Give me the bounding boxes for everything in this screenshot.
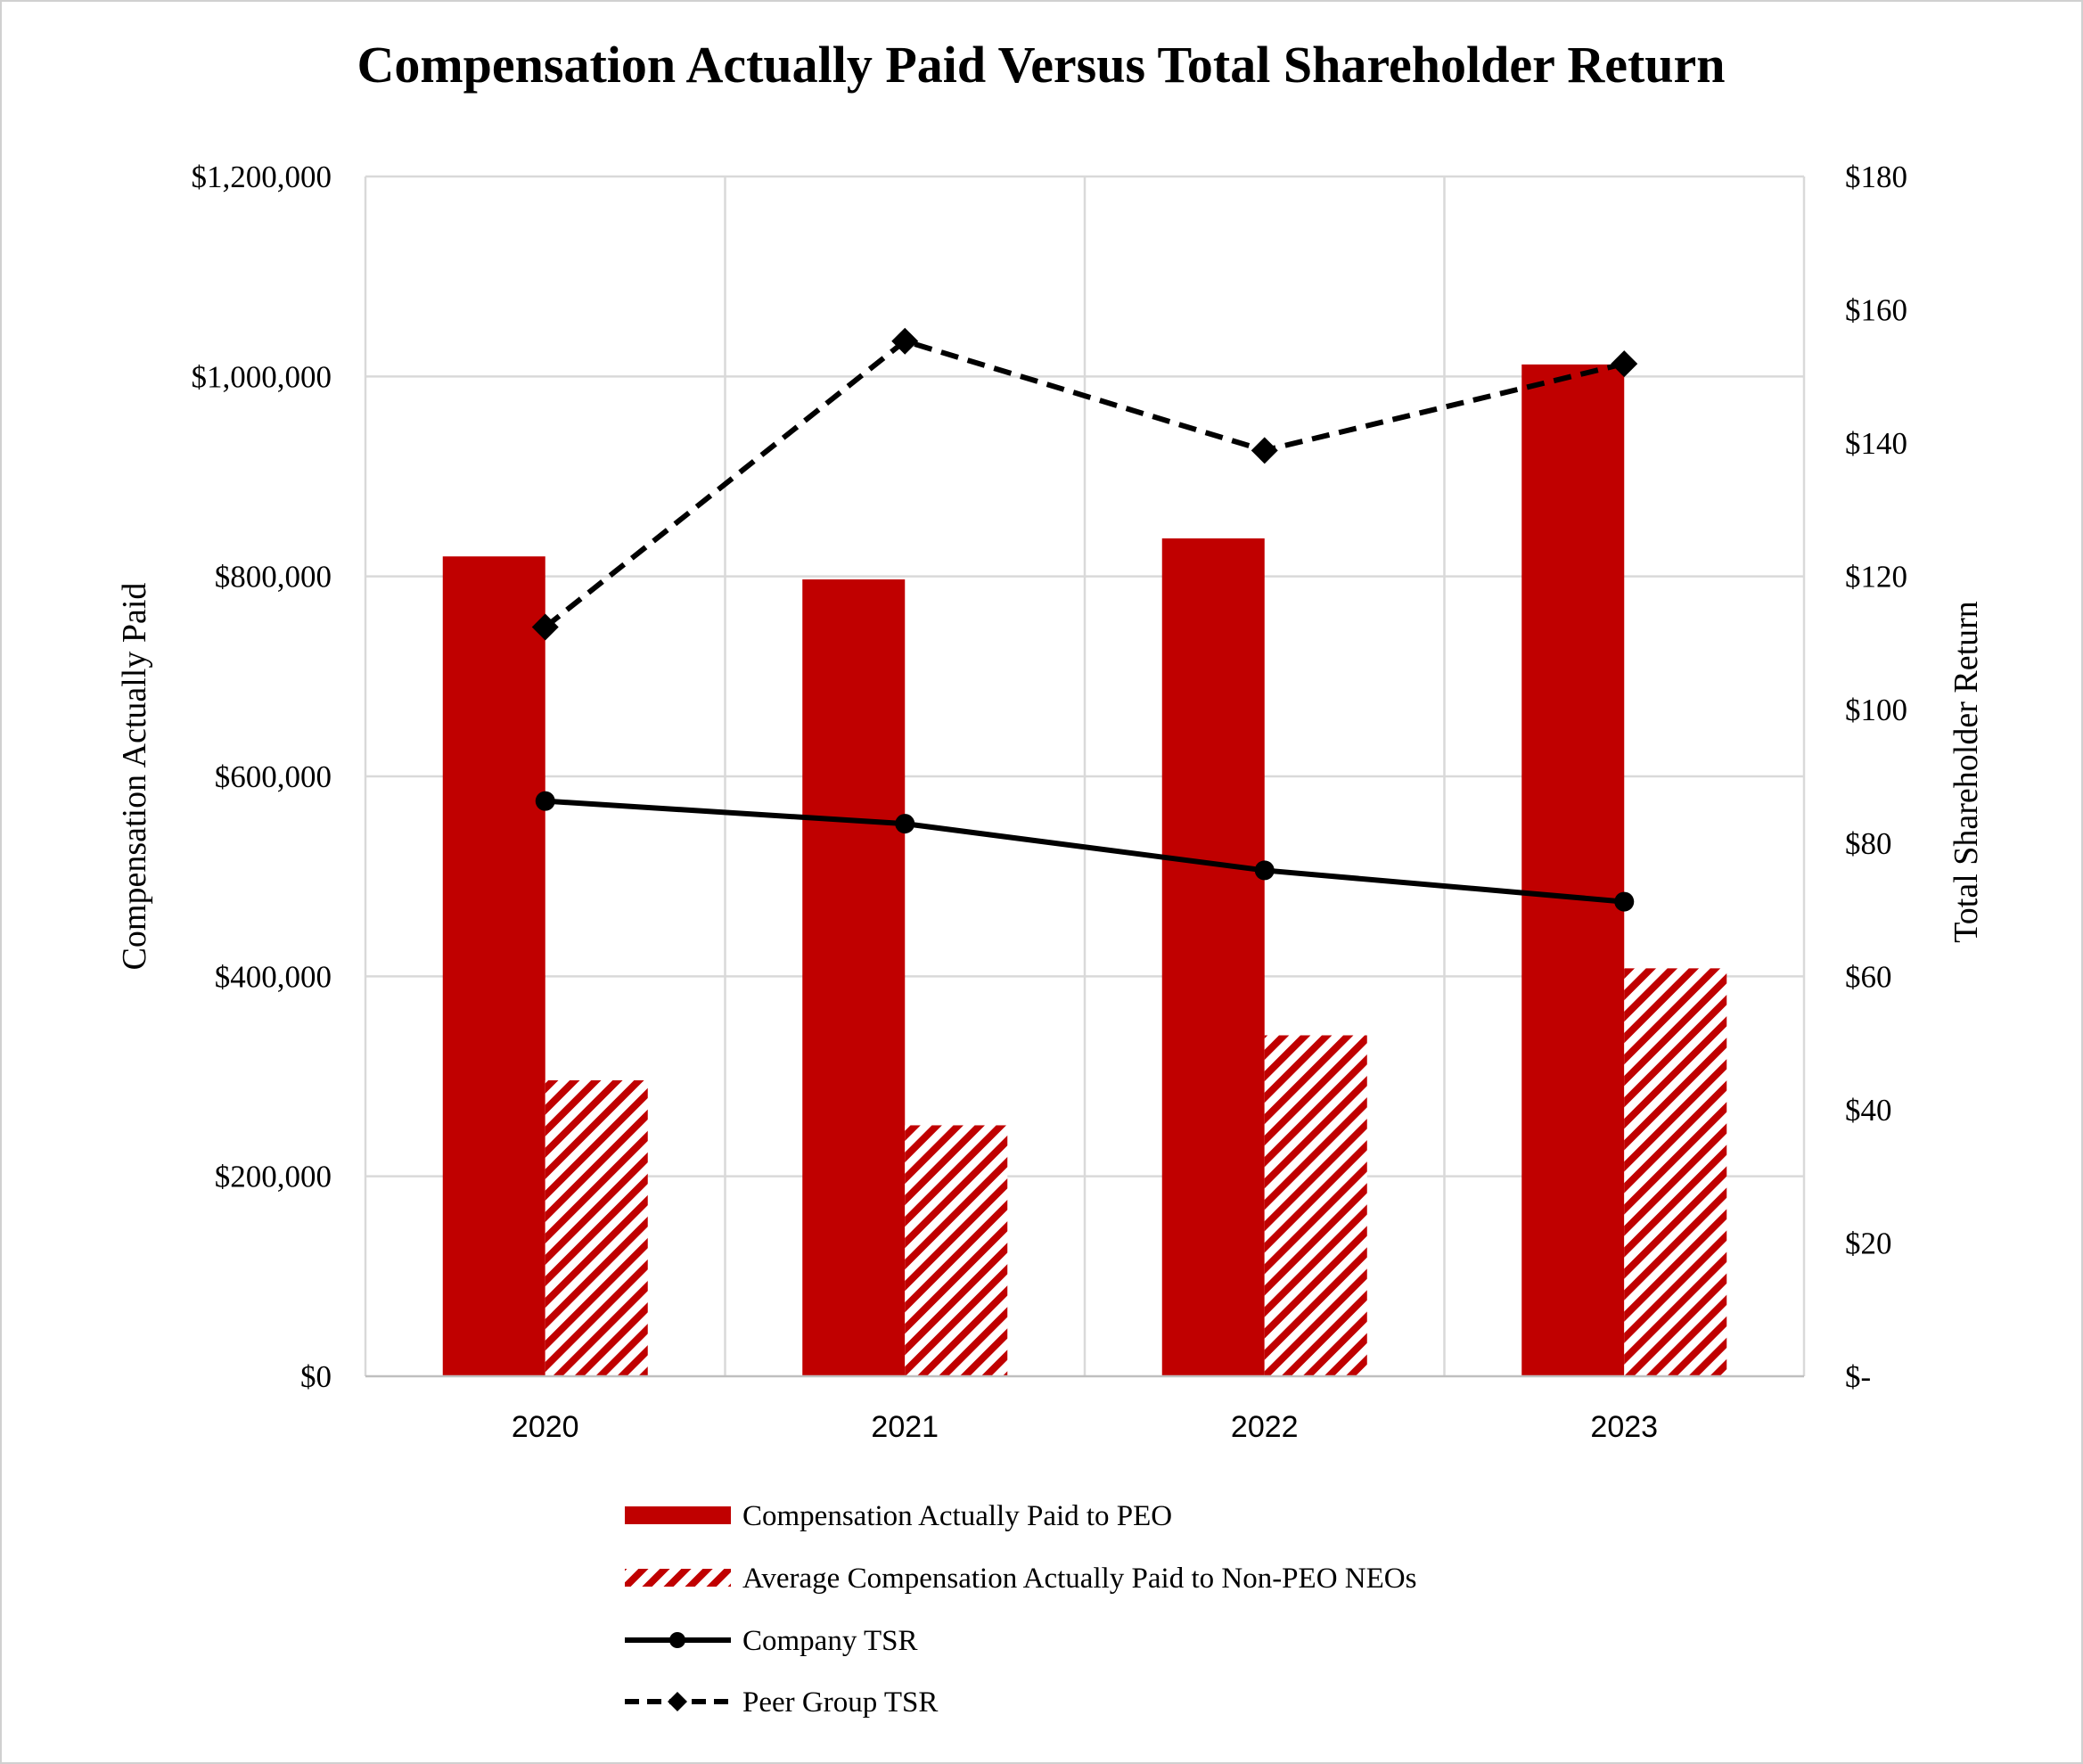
y-tick-label: $400,000 <box>215 959 332 994</box>
y2-tick-label: $80 <box>1845 826 1892 861</box>
y2-tick-label: $- <box>1845 1359 1871 1394</box>
marker-diamond <box>531 613 559 641</box>
y2-tick-label: $120 <box>1845 560 1907 595</box>
bar-peo <box>1161 538 1265 1376</box>
x-tick-label: 2021 <box>871 1410 939 1444</box>
y2-tick-label: $40 <box>1845 1093 1892 1128</box>
y-tick-label: $200,000 <box>215 1160 332 1194</box>
y2-axis-title: Total Shareholder Return <box>1948 601 1985 943</box>
series-line-peer-group-tsr <box>543 338 1625 629</box>
legend-marker-diamond <box>668 1692 687 1711</box>
legend-label: Compensation Actually Paid to PEO <box>742 1500 1172 1532</box>
y-tick-label: $0 <box>300 1359 332 1394</box>
x-tick-label: 2022 <box>1231 1410 1299 1444</box>
y-tick-label: $1,200,000 <box>192 160 332 194</box>
bar-peo <box>1521 364 1625 1377</box>
x-tick-label: 2020 <box>512 1410 579 1444</box>
y2-tick-label: $140 <box>1845 426 1907 461</box>
marker-diamond <box>1611 350 1638 378</box>
y2-tick-label: $180 <box>1845 160 1907 194</box>
x-tick-label: 2023 <box>1590 1410 1658 1444</box>
y2-tick-label: $160 <box>1845 293 1907 328</box>
series-line-company-tsr <box>545 798 1625 905</box>
y-tick-label: $1,000,000 <box>192 359 332 394</box>
legend-label: Peer Group TSR <box>742 1686 938 1719</box>
legend-marker-circle <box>669 1632 685 1648</box>
legend-swatch <box>625 1506 731 1524</box>
bar-non-peo <box>545 1079 648 1376</box>
marker-circle <box>1614 891 1635 912</box>
legend-swatch <box>625 1569 731 1587</box>
marker-diamond <box>1251 437 1278 464</box>
legend-label: Company TSR <box>742 1625 918 1657</box>
bar-peo <box>442 556 545 1376</box>
y2-tick-label: $60 <box>1845 959 1892 994</box>
y-axis-title: Compensation Actually Paid <box>116 583 153 971</box>
bars <box>442 364 1727 1377</box>
y-tick-label: $600,000 <box>215 759 332 794</box>
y2-tick-label: $100 <box>1845 693 1907 727</box>
bar-non-peo <box>1264 1035 1367 1376</box>
y2-tick-label: $20 <box>1845 1226 1892 1260</box>
marker-diamond <box>891 327 919 355</box>
legend-label: Average Compensation Actually Paid to No… <box>742 1563 1416 1595</box>
lines <box>531 327 1638 912</box>
marker-circle <box>535 791 555 811</box>
y-tick-label: $800,000 <box>215 560 332 595</box>
axes: $0 $200,000 $400,000 $600,000 $800,000 $1,000… <box>192 160 1908 1444</box>
marker-circle <box>1254 860 1275 881</box>
marker-circle <box>895 814 915 834</box>
bar-peo <box>802 579 906 1376</box>
legend: Compensation Actually Paid to PEO Average… <box>625 1500 1416 1719</box>
bar-non-peo <box>905 1125 1008 1376</box>
chart-title: Compensation Actually Paid Versus Total … <box>357 36 1725 94</box>
bar-non-peo <box>1624 968 1727 1376</box>
